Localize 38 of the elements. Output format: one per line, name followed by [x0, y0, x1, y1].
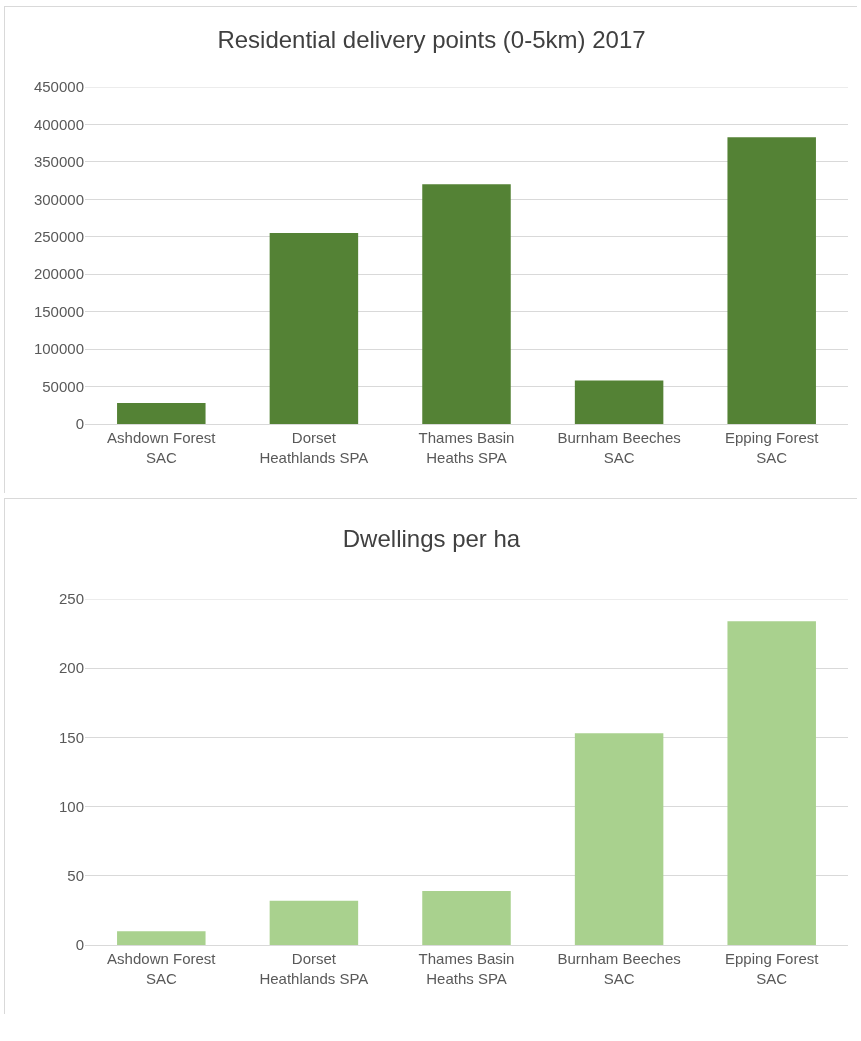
bar — [574, 733, 664, 945]
x-tick-label: Thames Basin Heaths SPA — [418, 429, 515, 466]
bar — [727, 137, 816, 424]
y-tick-label: 0 — [75, 415, 84, 433]
bar — [269, 900, 359, 945]
y-tick-label: 200 — [58, 659, 84, 677]
y-tick-label: 300000 — [33, 190, 84, 208]
chart-title: Residential delivery points (0-5km) 2017 — [217, 26, 646, 54]
x-tick-label: Ashdown Forest SAC — [107, 429, 217, 466]
y-tick-label: 0 — [75, 936, 84, 954]
bar — [117, 403, 206, 424]
y-tick-label: 50000 — [42, 377, 84, 395]
y-tick-label: 450000 — [33, 78, 84, 96]
x-tick-label: Epping Forest SAC — [725, 950, 820, 987]
y-tick-label: 100000 — [33, 340, 84, 358]
x-tick-label: Dorset Heathlands SPA — [259, 429, 369, 466]
y-tick-label: 200000 — [33, 265, 84, 283]
y-tick-label: 400000 — [33, 115, 84, 133]
bar — [727, 621, 816, 945]
y-tick-label: 350000 — [33, 153, 84, 171]
bar — [574, 380, 664, 424]
bar — [117, 931, 206, 945]
y-tick-label: 150000 — [33, 302, 84, 320]
y-tick-label: 250 — [58, 590, 84, 608]
y-tick-label: 100 — [58, 797, 84, 815]
x-tick-label: Thames Basin Heaths SPA — [418, 950, 515, 987]
bar — [422, 184, 511, 424]
x-tick-label: Burnham Beeches SAC — [557, 429, 681, 466]
x-tick-label: Ashdown Forest SAC — [107, 950, 217, 987]
y-tick-label: 150 — [58, 728, 84, 746]
bar — [269, 233, 359, 424]
x-tick-label: Burnham Beeches SAC — [557, 950, 681, 987]
y-tick-label: 50 — [67, 867, 84, 885]
y-tick-label: 250000 — [33, 228, 84, 246]
x-tick-label: Epping Forest SAC — [725, 429, 820, 466]
x-tick-label: Dorset Heathlands SPA — [259, 950, 369, 987]
bar — [422, 891, 511, 945]
chart-title: Dwellings per ha — [342, 524, 521, 552]
